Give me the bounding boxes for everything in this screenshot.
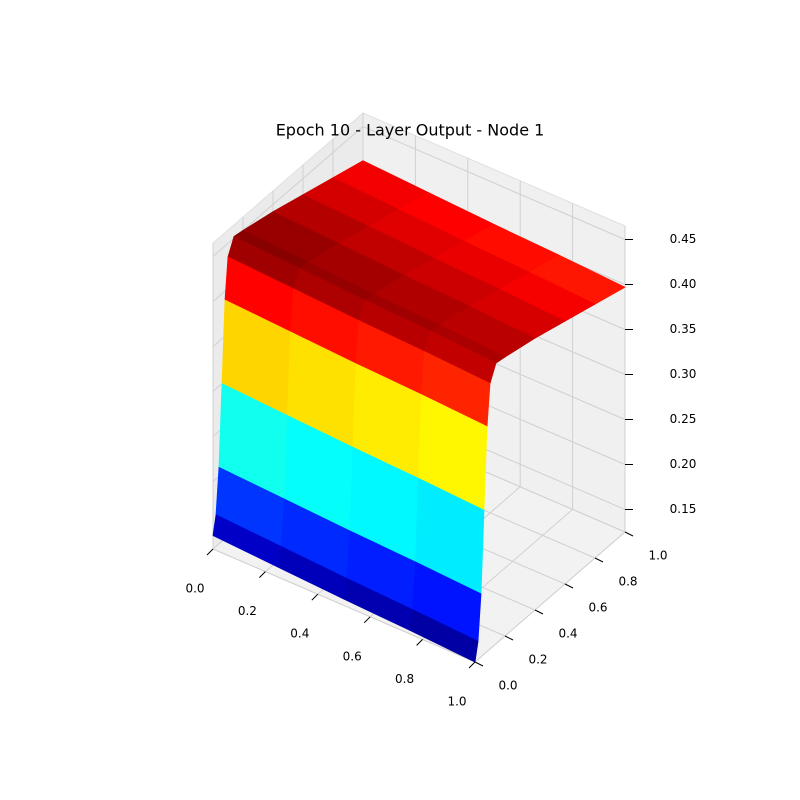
x-tick-label: 0.2	[238, 604, 257, 618]
z-tick-label: 0.15	[670, 502, 697, 516]
x-tick-label: 0.6	[343, 649, 362, 663]
y-tick-label: 1.0	[648, 549, 667, 563]
chart-title: Epoch 10 - Layer Output - Node 1	[276, 121, 545, 140]
tick-mark	[504, 635, 514, 641]
x-tick-label: 0.4	[290, 627, 309, 641]
tick-mark	[624, 531, 634, 537]
tick-mark	[259, 571, 266, 578]
grid-line	[362, 126, 626, 240]
tick-mark	[534, 609, 544, 615]
tick-mark	[474, 661, 484, 667]
y-tick-label: 0.2	[528, 653, 547, 667]
grid-line	[212, 548, 476, 663]
z-tick-label: 0.35	[670, 322, 697, 336]
tick-mark	[363, 616, 371, 624]
tick-mark	[564, 583, 574, 589]
surface-patch	[409, 609, 479, 663]
y-tick-label: 0.6	[588, 601, 607, 615]
y-tick-label: 0.0	[498, 679, 517, 693]
z-tick-label: 0.30	[670, 367, 697, 381]
tick-mark	[416, 639, 423, 646]
labels: 0.0 0.2 0.4 0.6 0.8 1.0 0.0 0.2 0.4 0.6 0.8 1.0 0.15…	[185, 232, 696, 709]
y-tick-label: 0.8	[618, 575, 637, 589]
z-tick-label: 0.20	[670, 457, 697, 471]
tick-mark	[594, 557, 604, 563]
x-tick-label: 0.8	[395, 672, 414, 686]
surface	[212, 160, 626, 663]
z-tick-label: 0.25	[670, 412, 697, 426]
y-tick-label: 0.4	[558, 627, 577, 641]
x-tick-label: 0.0	[185, 582, 204, 596]
tick-mark	[206, 548, 214, 556]
z-tick-label: 0.40	[670, 277, 697, 291]
x-tick-label: 1.0	[447, 695, 466, 709]
grid-line	[474, 531, 626, 663]
z-tick-label: 0.45	[670, 232, 697, 246]
tick-mark	[468, 661, 476, 669]
tick-mark	[311, 593, 319, 601]
